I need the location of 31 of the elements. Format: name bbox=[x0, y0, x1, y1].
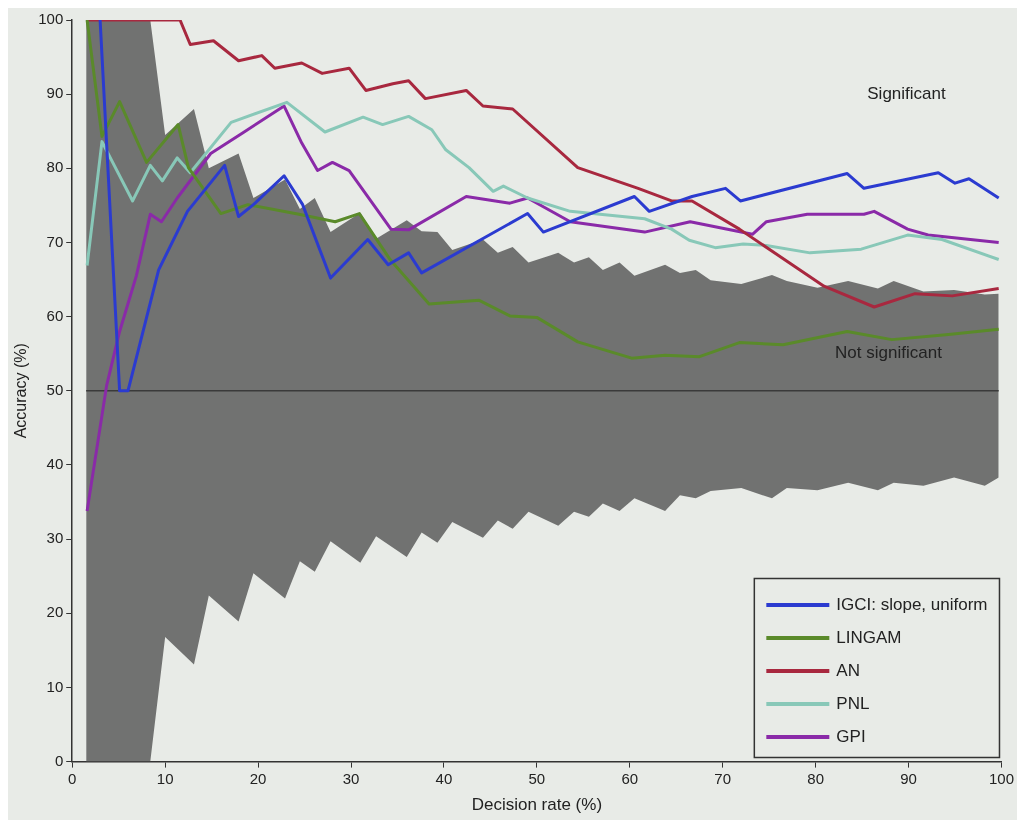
x-tick-label: 70 bbox=[714, 769, 732, 787]
y-tick-label: 20 bbox=[46, 603, 64, 621]
legend-label: IGCI: slope, uniform bbox=[836, 594, 988, 614]
legend-label: LINGAM bbox=[836, 627, 902, 647]
x-tick-label: 50 bbox=[528, 769, 546, 787]
legend-label: PNL bbox=[836, 693, 870, 713]
legend-label: AN bbox=[836, 660, 860, 680]
annotation: Significant bbox=[867, 83, 946, 103]
y-tick-label: 90 bbox=[46, 84, 64, 102]
y-tick-label: 100 bbox=[38, 10, 64, 28]
y-axis-title: Accuracy (%) bbox=[12, 343, 30, 439]
y-tick-label: 60 bbox=[46, 306, 64, 324]
annotation: Not significant bbox=[835, 343, 943, 363]
x-tick-label: 10 bbox=[156, 769, 174, 787]
y-tick-label: 80 bbox=[46, 158, 64, 176]
x-tick-label: 0 bbox=[68, 769, 77, 787]
y-tick-label: 40 bbox=[46, 455, 64, 473]
x-tick-label: 60 bbox=[621, 769, 639, 787]
y-tick-label: 70 bbox=[46, 232, 64, 250]
x-tick-label: 30 bbox=[342, 769, 360, 787]
x-tick-label: 20 bbox=[249, 769, 267, 787]
y-tick-label: 50 bbox=[46, 380, 64, 398]
x-tick-label: 80 bbox=[807, 769, 824, 787]
y-tick-label: 0 bbox=[54, 751, 64, 769]
x-tick-label: 40 bbox=[435, 769, 453, 787]
x-tick-label: 100 bbox=[988, 769, 1014, 787]
y-tick-label: 30 bbox=[46, 529, 64, 547]
x-axis-title: Decision rate (%) bbox=[471, 795, 603, 815]
legend-label: GPI bbox=[836, 726, 866, 746]
y-tick-label: 10 bbox=[46, 677, 64, 695]
x-tick-label: 90 bbox=[900, 769, 917, 787]
